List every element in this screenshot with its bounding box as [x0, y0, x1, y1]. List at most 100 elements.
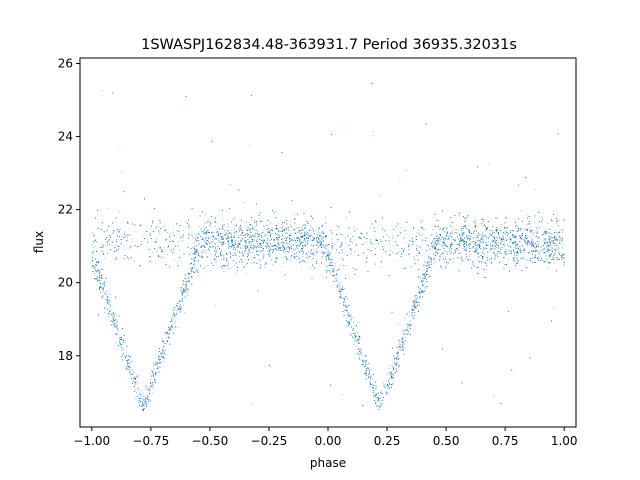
data-point [396, 364, 397, 366]
data-point [97, 279, 98, 281]
data-point [417, 302, 418, 303]
data-point [490, 250, 492, 252]
data-point [458, 230, 460, 231]
data-point [207, 256, 208, 258]
data-point [196, 248, 197, 250]
data-point [370, 227, 371, 228]
data-point [450, 235, 451, 237]
data-point [317, 247, 319, 248]
data-point [392, 364, 393, 366]
data-point [276, 233, 277, 235]
data-point [212, 246, 214, 248]
data-point [334, 265, 335, 267]
data-point [222, 224, 223, 226]
data-point [379, 195, 381, 196]
data-point [228, 245, 230, 247]
data-point [179, 309, 180, 310]
data-point [110, 301, 111, 303]
data-point [246, 229, 248, 230]
data-point [474, 248, 476, 250]
data-point [515, 245, 517, 247]
data-point [543, 239, 545, 241]
data-point [474, 245, 476, 246]
data-point [176, 311, 177, 313]
data-point [496, 245, 498, 246]
data-point [219, 238, 221, 240]
data-point [134, 389, 136, 390]
data-point [330, 251, 332, 253]
data-point [126, 351, 128, 353]
data-point [515, 235, 517, 236]
data-point [526, 240, 528, 242]
data-point [550, 238, 551, 240]
data-point [477, 235, 478, 237]
data-point [537, 250, 538, 252]
data-point [150, 379, 152, 380]
data-point [262, 232, 264, 233]
data-point [520, 237, 522, 239]
data-point [222, 219, 223, 221]
data-point [99, 281, 101, 283]
data-point [435, 247, 436, 249]
data-point [117, 246, 119, 247]
data-point [308, 251, 310, 252]
data-point [347, 315, 349, 317]
data-point [482, 232, 484, 234]
data-point [250, 241, 252, 242]
data-point [413, 309, 415, 311]
data-point [446, 228, 447, 230]
data-point [355, 335, 357, 337]
data-point [506, 238, 508, 240]
data-point [487, 237, 489, 239]
data-point [526, 224, 527, 226]
data-point [228, 243, 229, 245]
data-point [116, 234, 118, 235]
data-point [465, 220, 467, 221]
data-point [230, 257, 232, 259]
data-point [283, 262, 285, 264]
data-point [360, 238, 362, 240]
data-point [93, 247, 95, 248]
data-point [117, 334, 119, 335]
data-point [478, 261, 480, 262]
data-point [346, 310, 347, 312]
data-point [304, 239, 306, 241]
data-point [113, 319, 115, 321]
data-point [546, 247, 547, 249]
data-point [559, 240, 561, 241]
data-point [168, 338, 170, 339]
data-point [231, 237, 233, 239]
data-point [129, 371, 131, 372]
data-point [408, 311, 410, 313]
data-point [239, 251, 241, 252]
data-point [164, 332, 166, 333]
data-point [469, 243, 471, 244]
data-point [509, 251, 510, 253]
data-point [358, 337, 360, 339]
data-point [516, 245, 518, 246]
data-point [430, 275, 431, 277]
data-point [434, 241, 436, 243]
data-point [485, 248, 487, 249]
data-point [163, 351, 164, 352]
data-point [142, 401, 144, 403]
data-point [277, 230, 279, 232]
data-point [427, 270, 428, 271]
data-point [547, 259, 549, 261]
data-point [278, 231, 280, 232]
data-point [312, 254, 314, 255]
data-point [122, 341, 124, 343]
data-point [402, 348, 404, 350]
data-point [493, 395, 495, 396]
data-point [216, 256, 217, 258]
data-point [439, 265, 441, 267]
data-point [380, 260, 382, 262]
data-point [521, 238, 523, 240]
data-point [243, 240, 245, 241]
data-point [336, 225, 337, 226]
data-point [327, 251, 329, 253]
data-point [296, 246, 297, 248]
data-point [135, 382, 136, 384]
data-point [496, 236, 498, 238]
data-point [409, 324, 411, 325]
